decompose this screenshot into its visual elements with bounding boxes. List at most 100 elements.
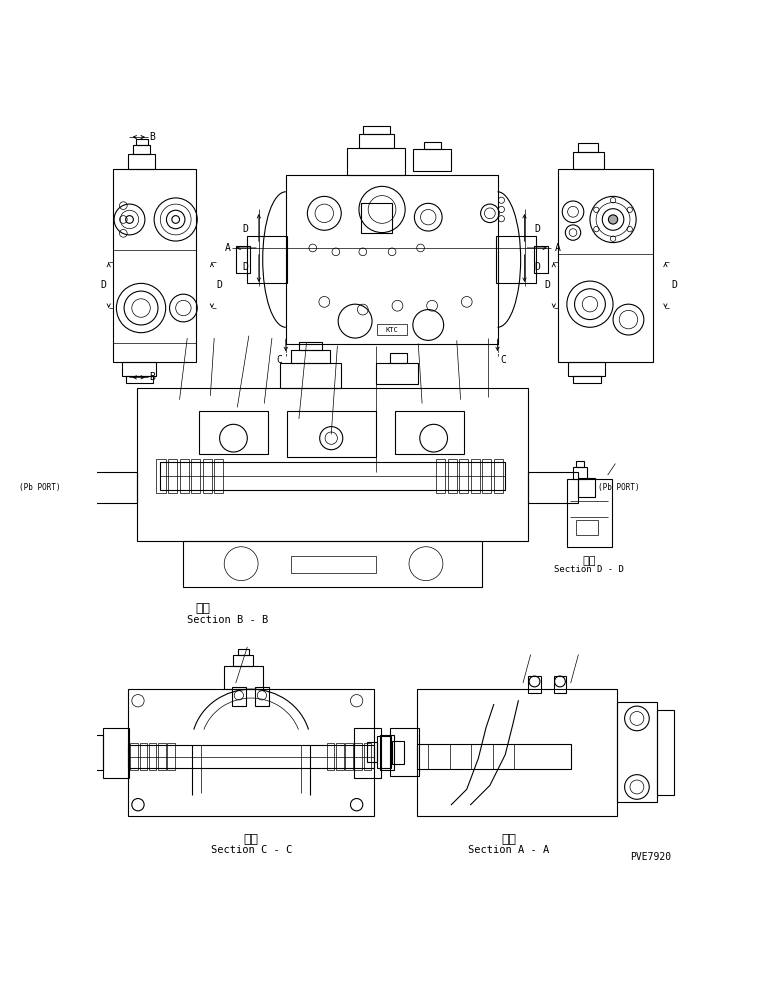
Text: B: B xyxy=(149,133,155,142)
Bar xyxy=(482,459,491,493)
Bar xyxy=(238,649,249,655)
Bar xyxy=(578,143,598,152)
Text: A: A xyxy=(555,243,561,253)
Bar xyxy=(128,689,374,816)
Text: D: D xyxy=(101,280,106,290)
Bar xyxy=(233,655,254,666)
Bar xyxy=(291,350,330,363)
Text: Section A - A: Section A - A xyxy=(469,846,549,855)
Bar xyxy=(376,736,390,769)
Bar xyxy=(424,141,441,149)
Bar xyxy=(379,736,394,770)
Text: A: A xyxy=(225,243,231,253)
Bar xyxy=(528,676,541,693)
Bar xyxy=(167,742,175,771)
Bar xyxy=(136,138,148,144)
Bar xyxy=(389,354,407,362)
Bar xyxy=(436,459,445,493)
Bar xyxy=(199,411,268,454)
Bar xyxy=(496,237,536,283)
Bar xyxy=(130,742,138,771)
Bar xyxy=(89,736,104,770)
Bar xyxy=(139,742,147,771)
Bar xyxy=(286,175,498,345)
Bar xyxy=(299,342,322,350)
Bar xyxy=(287,411,376,458)
Bar xyxy=(657,710,674,794)
Bar xyxy=(327,742,335,771)
Bar xyxy=(160,462,505,490)
Bar xyxy=(291,556,376,573)
Text: D: D xyxy=(535,262,540,272)
Bar xyxy=(376,324,408,335)
Text: B: B xyxy=(149,372,155,382)
Bar xyxy=(235,246,250,273)
Bar xyxy=(354,742,362,771)
Bar xyxy=(376,362,418,384)
Text: PVE7920: PVE7920 xyxy=(629,852,671,862)
Circle shape xyxy=(608,215,618,224)
Bar xyxy=(392,740,405,764)
Text: C: C xyxy=(501,355,507,364)
Bar xyxy=(413,149,451,171)
Text: 断面: 断面 xyxy=(195,602,210,615)
Text: C: C xyxy=(277,355,283,364)
Bar xyxy=(389,729,419,776)
Bar xyxy=(255,686,269,706)
Bar xyxy=(568,362,605,376)
Bar xyxy=(113,170,197,362)
Bar xyxy=(128,745,374,768)
Bar xyxy=(573,152,604,170)
Bar xyxy=(528,472,578,503)
Bar xyxy=(558,170,653,362)
Text: Section D - D: Section D - D xyxy=(554,566,624,574)
Bar xyxy=(363,742,371,771)
Bar xyxy=(354,728,380,778)
Bar xyxy=(158,742,165,771)
Bar xyxy=(191,459,200,493)
Bar xyxy=(78,740,90,764)
Text: 断面: 断面 xyxy=(501,833,517,846)
Bar xyxy=(180,459,189,493)
Bar xyxy=(573,376,600,384)
Text: D: D xyxy=(243,262,248,272)
Bar xyxy=(248,237,287,283)
Text: (Pb PORT): (Pb PORT) xyxy=(597,483,639,492)
Bar xyxy=(363,127,389,134)
Bar xyxy=(361,203,392,233)
Bar xyxy=(459,459,469,493)
Text: KTC: KTC xyxy=(386,327,399,333)
Bar xyxy=(70,478,87,497)
Bar xyxy=(214,459,223,493)
Bar xyxy=(156,459,165,493)
Bar xyxy=(103,728,130,778)
Bar xyxy=(224,666,263,689)
Bar xyxy=(417,689,617,816)
Bar xyxy=(359,134,394,148)
Bar xyxy=(347,148,405,175)
Text: 断面: 断面 xyxy=(244,833,258,846)
Text: Section B - B: Section B - B xyxy=(187,615,268,625)
Bar xyxy=(367,742,377,762)
Bar xyxy=(578,478,595,497)
Bar xyxy=(87,472,137,503)
Bar xyxy=(554,676,566,693)
Bar xyxy=(128,154,155,170)
Text: (Pb PORT): (Pb PORT) xyxy=(18,483,60,492)
Text: D: D xyxy=(216,280,223,290)
Bar xyxy=(184,540,482,587)
Bar xyxy=(417,744,571,769)
Bar xyxy=(122,362,156,376)
Bar xyxy=(280,363,341,388)
Bar xyxy=(345,742,353,771)
Text: Section C - C: Section C - C xyxy=(210,846,292,855)
Bar xyxy=(168,459,178,493)
Text: D: D xyxy=(243,224,248,234)
Bar xyxy=(573,467,587,479)
Bar xyxy=(126,376,152,384)
Bar xyxy=(494,459,503,493)
Bar xyxy=(137,388,528,540)
Bar xyxy=(133,144,150,154)
Bar xyxy=(232,686,246,706)
Bar xyxy=(447,459,456,493)
